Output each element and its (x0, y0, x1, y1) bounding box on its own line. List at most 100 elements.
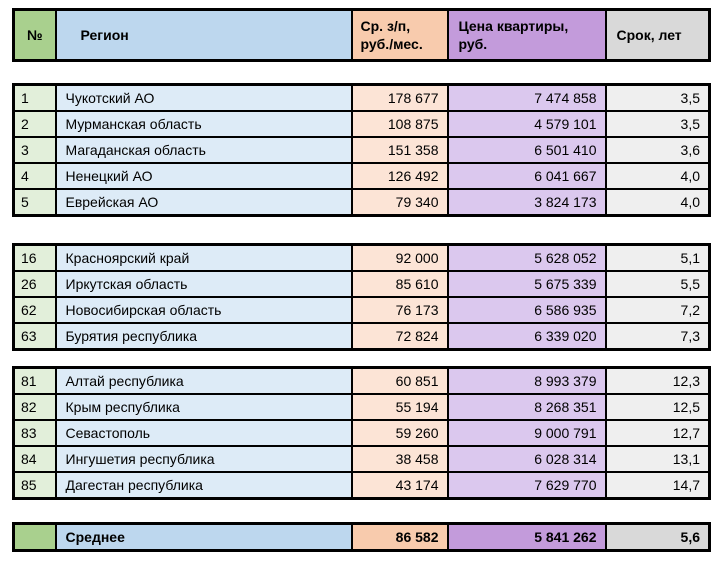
table-row: 63 Бурятия республика 72 824 6 339 020 7… (12, 322, 711, 351)
table-row: 4 Ненецкий АО 126 492 6 041 667 4,0 (12, 162, 711, 190)
cell-term[interactable]: 12,5 (604, 393, 711, 421)
cell-salary[interactable]: 151 358 (350, 136, 449, 164)
cell-region[interactable]: Новосибирская область (54, 296, 353, 324)
cell-salary[interactable]: 38 458 (350, 445, 449, 473)
cell-term[interactable]: 12,7 (604, 419, 711, 447)
cell-term[interactable]: 7,2 (604, 296, 711, 324)
cell-salary[interactable]: 59 260 (350, 419, 449, 447)
cell-salary[interactable]: 85 610 (350, 270, 449, 298)
cell-num[interactable]: 3 (12, 136, 57, 164)
cell-region[interactable]: Ненецкий АО (54, 162, 353, 190)
table-row: 5 Еврейская АО 79 340 3 824 173 4,0 (12, 188, 711, 217)
cell-price[interactable]: 4 579 101 (446, 110, 607, 138)
cell-num[interactable]: 4 (12, 162, 57, 190)
cell-price[interactable]: 5 675 339 (446, 270, 607, 298)
cell-num[interactable]: 85 (12, 471, 57, 500)
cell-region[interactable]: Еврейская АО (54, 188, 353, 217)
cell-region[interactable]: Дагестан республика (54, 471, 353, 500)
table-row: 16 Красноярский край 92 000 5 628 052 5,… (12, 243, 711, 272)
cell-num[interactable]: 84 (12, 445, 57, 473)
cell-num[interactable]: 81 (12, 366, 57, 395)
cell-salary[interactable]: 76 173 (350, 296, 449, 324)
cell-salary[interactable]: 178 677 (350, 83, 449, 112)
cell-region[interactable]: Красноярский край (54, 243, 353, 272)
header-cell-price[interactable]: Цена квартиры, руб. (446, 8, 607, 62)
cell-region[interactable]: Мурманская область (54, 110, 353, 138)
cell-region[interactable]: Бурятия республика (54, 322, 353, 351)
cell-salary[interactable]: 126 492 (350, 162, 449, 190)
cell-salary[interactable]: 72 824 (350, 322, 449, 351)
table-block-top5: 1 Чукотский АО 178 677 7 474 858 3,5 2 М… (12, 83, 711, 217)
table-row: 62 Новосибирская область 76 173 6 586 93… (12, 296, 711, 324)
cell-num[interactable]: 83 (12, 419, 57, 447)
cell-region[interactable]: Ингушетия республика (54, 445, 353, 473)
table-row: 3 Магаданская область 151 358 6 501 410 … (12, 136, 711, 164)
cell-price[interactable]: 7 474 858 (446, 83, 607, 112)
table-row: 82 Крым республика 55 194 8 268 351 12,5 (12, 393, 711, 421)
summary-row: Среднее 86 582 5 841 262 5,6 (12, 522, 711, 552)
cell-region[interactable]: Крым республика (54, 393, 353, 421)
cell-term[interactable]: 3,6 (604, 136, 711, 164)
cell-salary[interactable]: 43 174 (350, 471, 449, 500)
cell-term[interactable]: 4,0 (604, 188, 711, 217)
header-row: № Регион Ср. з/п, руб./мес. Цена квартир… (12, 8, 711, 62)
cell-price[interactable]: 5 628 052 (446, 243, 607, 272)
cell-term[interactable]: 3,5 (604, 83, 711, 112)
cell-price[interactable]: 6 501 410 (446, 136, 607, 164)
cell-term[interactable]: 5,1 (604, 243, 711, 272)
summary-cell-price[interactable]: 5 841 262 (446, 522, 607, 552)
table-summary: Среднее 86 582 5 841 262 5,6 (12, 522, 711, 552)
cell-price[interactable]: 6 586 935 (446, 296, 607, 324)
cell-price[interactable]: 7 629 770 (446, 471, 607, 500)
cell-num[interactable]: 63 (12, 322, 57, 351)
cell-price[interactable]: 3 824 173 (446, 188, 607, 217)
cell-term[interactable]: 12,3 (604, 366, 711, 395)
table-row: 85 Дагестан республика 43 174 7 629 770 … (12, 471, 711, 500)
table-block-bottom5: 81 Алтай республика 60 851 8 993 379 12,… (12, 366, 711, 500)
cell-term[interactable]: 14,7 (604, 471, 711, 500)
cell-salary[interactable]: 79 340 (350, 188, 449, 217)
spreadsheet-region: № Регион Ср. з/п, руб./мес. Цена квартир… (12, 8, 711, 552)
table-row: 84 Ингушетия республика 38 458 6 028 314… (12, 445, 711, 473)
cell-salary[interactable]: 60 851 (350, 366, 449, 395)
cell-term[interactable]: 5,5 (604, 270, 711, 298)
summary-cell-term[interactable]: 5,6 (604, 522, 711, 552)
cell-num[interactable]: 26 (12, 270, 57, 298)
cell-region[interactable]: Чукотский АО (54, 83, 353, 112)
cell-num[interactable]: 82 (12, 393, 57, 421)
cell-region[interactable]: Севастополь (54, 419, 353, 447)
cell-region[interactable]: Иркутская область (54, 270, 353, 298)
table-row: 26 Иркутская область 85 610 5 675 339 5,… (12, 270, 711, 298)
summary-cell-num[interactable] (12, 522, 57, 552)
summary-cell-label[interactable]: Среднее (54, 522, 353, 552)
cell-term[interactable]: 7,3 (604, 322, 711, 351)
cell-price[interactable]: 8 268 351 (446, 393, 607, 421)
cell-region[interactable]: Алтай республика (54, 366, 353, 395)
header-cell-region[interactable]: Регион (54, 8, 353, 62)
table-row: 81 Алтай республика 60 851 8 993 379 12,… (12, 366, 711, 395)
cell-salary[interactable]: 108 875 (350, 110, 449, 138)
cell-num[interactable]: 62 (12, 296, 57, 324)
cell-num[interactable]: 1 (12, 83, 57, 112)
cell-term[interactable]: 13,1 (604, 445, 711, 473)
cell-num[interactable]: 5 (12, 188, 57, 217)
cell-salary[interactable]: 55 194 (350, 393, 449, 421)
cell-price[interactable]: 8 993 379 (446, 366, 607, 395)
cell-price[interactable]: 6 041 667 (446, 162, 607, 190)
cell-term[interactable]: 3,5 (604, 110, 711, 138)
summary-cell-salary[interactable]: 86 582 (350, 522, 449, 552)
cell-num[interactable]: 16 (12, 243, 57, 272)
table-block-middle: 16 Красноярский край 92 000 5 628 052 5,… (12, 243, 711, 351)
cell-price[interactable]: 6 028 314 (446, 445, 607, 473)
table-row: 83 Севастополь 59 260 9 000 791 12,7 (12, 419, 711, 447)
table-row: 1 Чукотский АО 178 677 7 474 858 3,5 (12, 83, 711, 112)
header-cell-term[interactable]: Срок, лет (604, 8, 711, 62)
cell-price[interactable]: 9 000 791 (446, 419, 607, 447)
cell-salary[interactable]: 92 000 (350, 243, 449, 272)
cell-region[interactable]: Магаданская область (54, 136, 353, 164)
header-cell-salary[interactable]: Ср. з/п, руб./мес. (350, 8, 449, 62)
cell-price[interactable]: 6 339 020 (446, 322, 607, 351)
cell-num[interactable]: 2 (12, 110, 57, 138)
header-cell-num[interactable]: № (12, 8, 57, 62)
cell-term[interactable]: 4,0 (604, 162, 711, 190)
